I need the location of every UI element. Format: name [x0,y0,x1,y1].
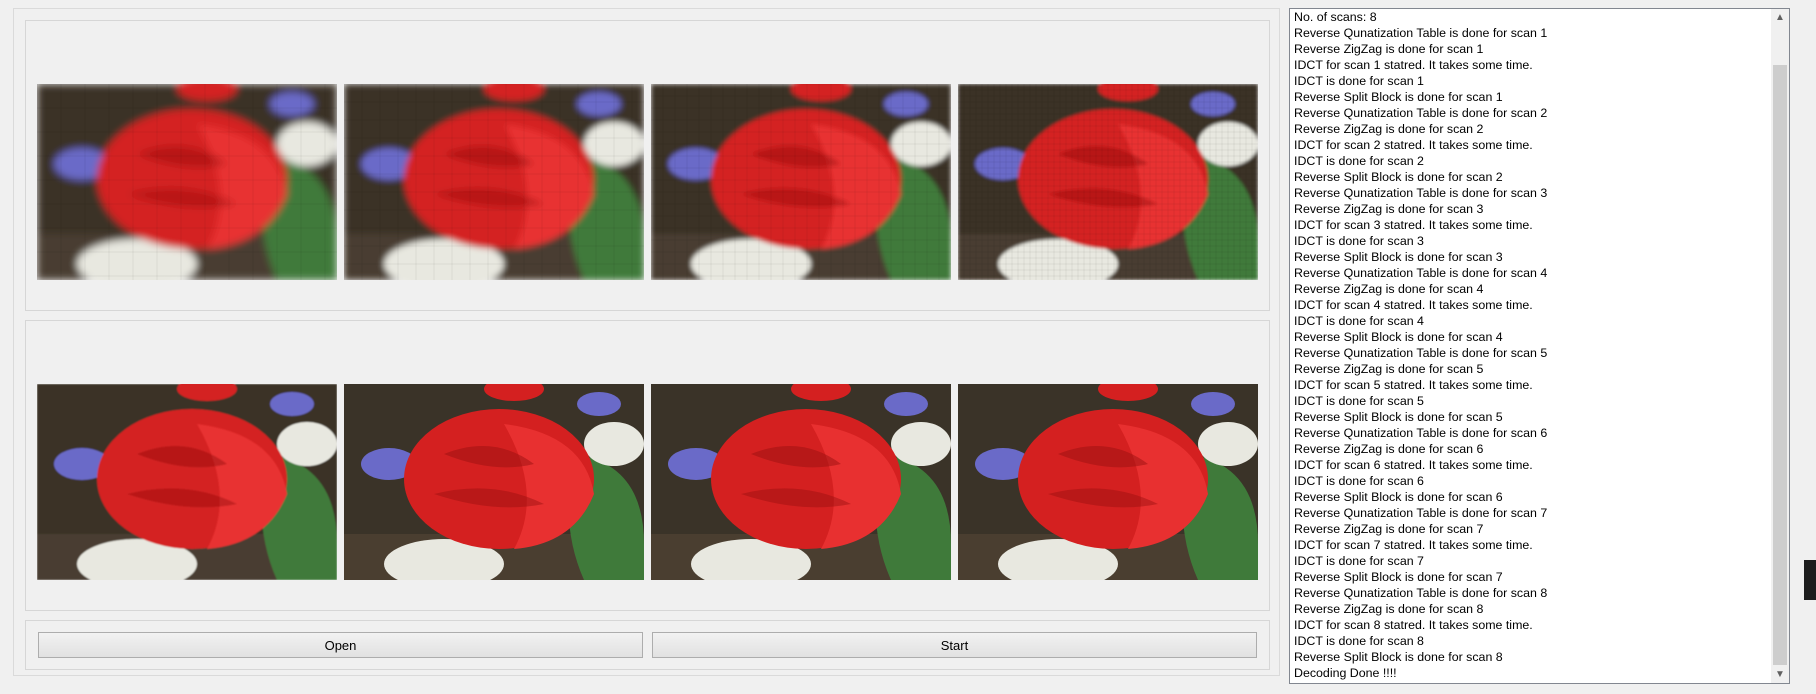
scan-8-image [958,384,1258,580]
log-line: Reverse ZigZag is done for scan 2 [1294,122,1484,136]
log-line: IDCT is done for scan 7 [1294,554,1424,568]
window-edge [1804,560,1816,600]
log-line: Reverse Split Block is done for scan 7 [1294,570,1503,584]
log-line: IDCT is done for scan 8 [1294,634,1424,648]
log-line: Reverse ZigZag is done for scan 7 [1294,522,1484,536]
log-line: IDCT for scan 3 statred. It takes some t… [1294,218,1533,232]
scan-3-image [651,84,951,280]
log-line: No. of scans: 8 [1294,10,1377,24]
chevron-down-icon[interactable]: ▼ [1775,669,1785,680]
scan-6-image [344,384,644,580]
log-lines: No. of scans: 8 Reverse Qunatization Tabl… [1294,9,1764,681]
log-line: Reverse Split Block is done for scan 8 [1294,650,1503,664]
log-line: IDCT is done for scan 5 [1294,394,1424,408]
log-line: Reverse Split Block is done for scan 5 [1294,410,1503,424]
log-line: Reverse Split Block is done for scan 6 [1294,490,1503,504]
log-line: Reverse Qunatization Table is done for s… [1294,586,1548,600]
scan-2-image [344,84,644,280]
start-button[interactable]: Start [652,632,1257,658]
log-line: IDCT for scan 4 statred. It takes some t… [1294,298,1533,312]
log-line: Reverse Qunatization Table is done for s… [1294,26,1548,40]
scan-1-image [37,84,337,280]
decode-log[interactable]: No. of scans: 8 Reverse Qunatization Tabl… [1289,8,1790,684]
scan-4-image [958,84,1258,280]
log-line: IDCT is done for scan 4 [1294,314,1424,328]
log-line: IDCT is done for scan 1 [1294,74,1424,88]
log-line: Decoding Done !!!! [1294,666,1397,680]
log-line: Reverse ZigZag is done for scan 6 [1294,442,1484,456]
log-line: Reverse Qunatization Table is done for s… [1294,506,1548,520]
log-line: IDCT for scan 1 statred. It takes some t… [1294,58,1533,72]
log-line: Reverse Qunatization Table is done for s… [1294,266,1548,280]
log-line: IDCT for scan 8 statred. It takes some t… [1294,618,1533,632]
open-button[interactable]: Open [38,632,643,658]
log-line: Reverse ZigZag is done for scan 3 [1294,202,1484,216]
log-line: IDCT is done for scan 3 [1294,234,1424,248]
log-line: Reverse Qunatization Table is done for s… [1294,186,1548,200]
log-line: Reverse Split Block is done for scan 3 [1294,250,1503,264]
log-line: Reverse ZigZag is done for scan 5 [1294,362,1484,376]
chevron-up-icon[interactable]: ▲ [1775,12,1785,23]
log-line: IDCT for scan 6 statred. It takes some t… [1294,458,1533,472]
log-line: Reverse ZigZag is done for scan 4 [1294,282,1484,296]
scan-7-image [651,384,951,580]
log-line: IDCT for scan 2 statred. It takes some t… [1294,138,1533,152]
log-line: Reverse Split Block is done for scan 4 [1294,330,1503,344]
log-line: IDCT is done for scan 2 [1294,154,1424,168]
scan-5-image [37,384,337,580]
log-line: Reverse Qunatization Table is done for s… [1294,346,1548,360]
log-line: Reverse Split Block is done for scan 1 [1294,90,1503,104]
log-line: IDCT for scan 5 statred. It takes some t… [1294,378,1533,392]
scrollbar-thumb[interactable] [1773,65,1787,665]
log-line: Reverse Qunatization Table is done for s… [1294,426,1548,440]
log-line: Reverse Qunatization Table is done for s… [1294,106,1548,120]
log-line: Reverse ZigZag is done for scan 8 [1294,602,1484,616]
log-line: Reverse Split Block is done for scan 2 [1294,170,1503,184]
log-scrollbar[interactable]: ▲ ▼ [1771,9,1789,683]
log-line: IDCT for scan 7 statred. It takes some t… [1294,538,1533,552]
log-line: Reverse ZigZag is done for scan 1 [1294,42,1484,56]
images-panel [13,8,1280,676]
log-line: IDCT is done for scan 6 [1294,474,1424,488]
